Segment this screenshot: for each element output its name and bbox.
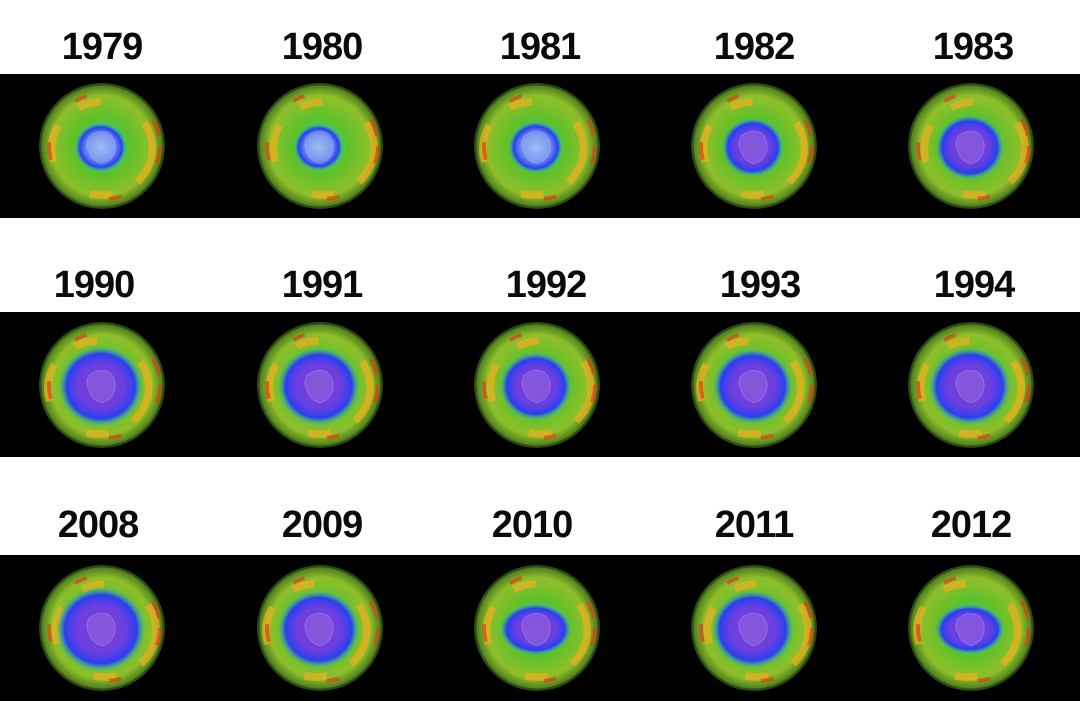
ozone-globe-image: [908, 322, 1034, 448]
ozone-globe-image: [691, 83, 817, 209]
year-label: 1994: [933, 264, 1016, 306]
year-label: 2012: [930, 504, 1013, 546]
ozone-globe-image: [39, 565, 165, 691]
ozone-globe-image: [257, 565, 383, 691]
year-label: 1991: [281, 264, 364, 306]
ozone-globe-image: [691, 322, 817, 448]
year-label: 1982: [713, 26, 796, 68]
globe-band-2: [0, 312, 1080, 457]
ozone-globe-image: [908, 565, 1034, 691]
ozone-globe-image: [39, 83, 165, 209]
year-label: 2009: [281, 504, 364, 546]
year-label: 1981: [499, 26, 582, 68]
year-label: 2008: [57, 504, 140, 546]
ozone-globe-image: [39, 322, 165, 448]
year-label: 1980: [281, 26, 364, 68]
ozone-globe-image: [474, 322, 600, 448]
globe-band-1: [0, 74, 1080, 218]
ozone-globe-image: [257, 322, 383, 448]
ozone-globe-image: [474, 83, 600, 209]
year-label: 1990: [53, 264, 136, 306]
year-label: 1983: [932, 26, 1015, 68]
year-label-row-3: 2008 2009 2010 2011 2012: [0, 457, 1080, 555]
year-label: 1992: [505, 264, 588, 306]
ozone-globe-image: [474, 565, 600, 691]
ozone-globe-image: [257, 83, 383, 209]
year-label: 2010: [491, 504, 574, 546]
ozone-globe-image: [908, 83, 1034, 209]
year-label: 1993: [719, 264, 802, 306]
globe-band-3: [0, 555, 1080, 701]
year-label-row-2: 1990 1991 1992 1993 1994: [0, 218, 1080, 312]
year-label-row-1: 1979 1980 1981 1982 1983: [0, 0, 1080, 74]
year-label: 1979: [61, 26, 144, 68]
year-label: 2011: [714, 504, 794, 546]
ozone-globe-image: [691, 565, 817, 691]
